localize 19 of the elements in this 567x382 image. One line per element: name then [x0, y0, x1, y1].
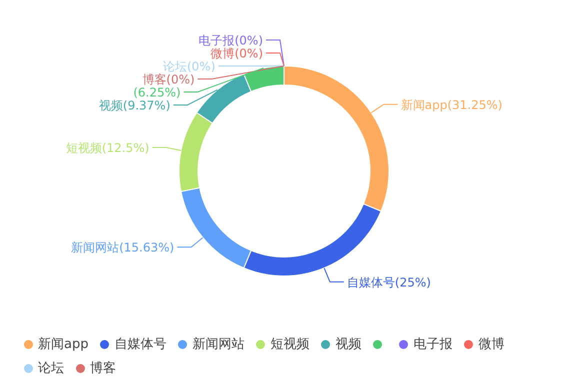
legend-label: 电子报 [413, 336, 452, 353]
data-label: 新闻app(31.25%) [400, 98, 502, 112]
data-label: 自媒体号(25%) [346, 275, 431, 290]
legend-label: 微博 [478, 336, 504, 353]
legend-label: 博客 [90, 360, 116, 377]
text: 博客(0%) [142, 72, 195, 86]
legend-label: 视频 [335, 336, 362, 353]
legend-label: 新闻网站 [192, 336, 244, 353]
data-label: 新闻网站(15.63%) [71, 240, 174, 255]
legend-label: 短视频 [270, 336, 310, 353]
text: 论坛(0%) [162, 60, 216, 74]
text: 电子报(0%) [198, 34, 263, 48]
data-label: 短视频(12.5%) [66, 141, 150, 156]
legend-label: 新闻app [38, 336, 88, 353]
data-label: (6.25%) [133, 86, 181, 100]
legend-label: 自媒体号 [114, 336, 166, 353]
legend-label: 论坛 [38, 360, 64, 377]
text: 微博(0%) [210, 46, 263, 60]
data-label: 视频(9.37%) [98, 98, 170, 112]
